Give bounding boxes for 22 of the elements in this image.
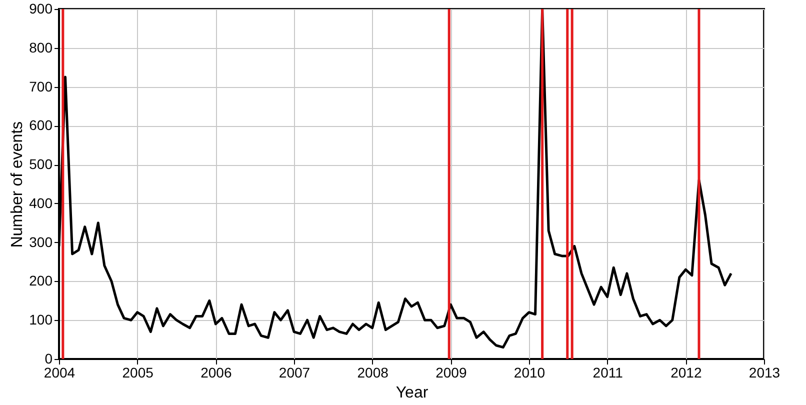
x-tick-label: 2004 (44, 364, 76, 380)
y-tick-label: 700 (29, 78, 53, 94)
x-tick-label: 2006 (200, 364, 232, 380)
y-tick-label: 200 (29, 272, 53, 289)
y-tick-label: 800 (29, 39, 53, 56)
y-tick-label: 100 (29, 312, 53, 328)
y-tick-label: 900 (29, 0, 53, 16)
y-axis-title: Number of events (9, 121, 26, 248)
y-tick-label: 600 (29, 117, 53, 134)
x-tick-label: 2011 (592, 364, 624, 380)
x-tick-label: 2009 (436, 364, 467, 380)
x-axis-title: Year (396, 384, 429, 402)
x-tick-label: 2010 (514, 364, 546, 380)
x-tick-label: 2008 (357, 364, 389, 380)
x-tick-label: 2013 (748, 364, 780, 380)
y-tick-label: 400 (29, 194, 53, 211)
x-tick-label: 2005 (122, 364, 154, 380)
x-tick-label: 2007 (278, 364, 310, 380)
y-tick-label: 0 (44, 350, 53, 366)
y-tick-label: 300 (29, 234, 53, 250)
y-tick-label: 500 (29, 156, 53, 172)
x-tick-label: 2012 (670, 364, 702, 380)
